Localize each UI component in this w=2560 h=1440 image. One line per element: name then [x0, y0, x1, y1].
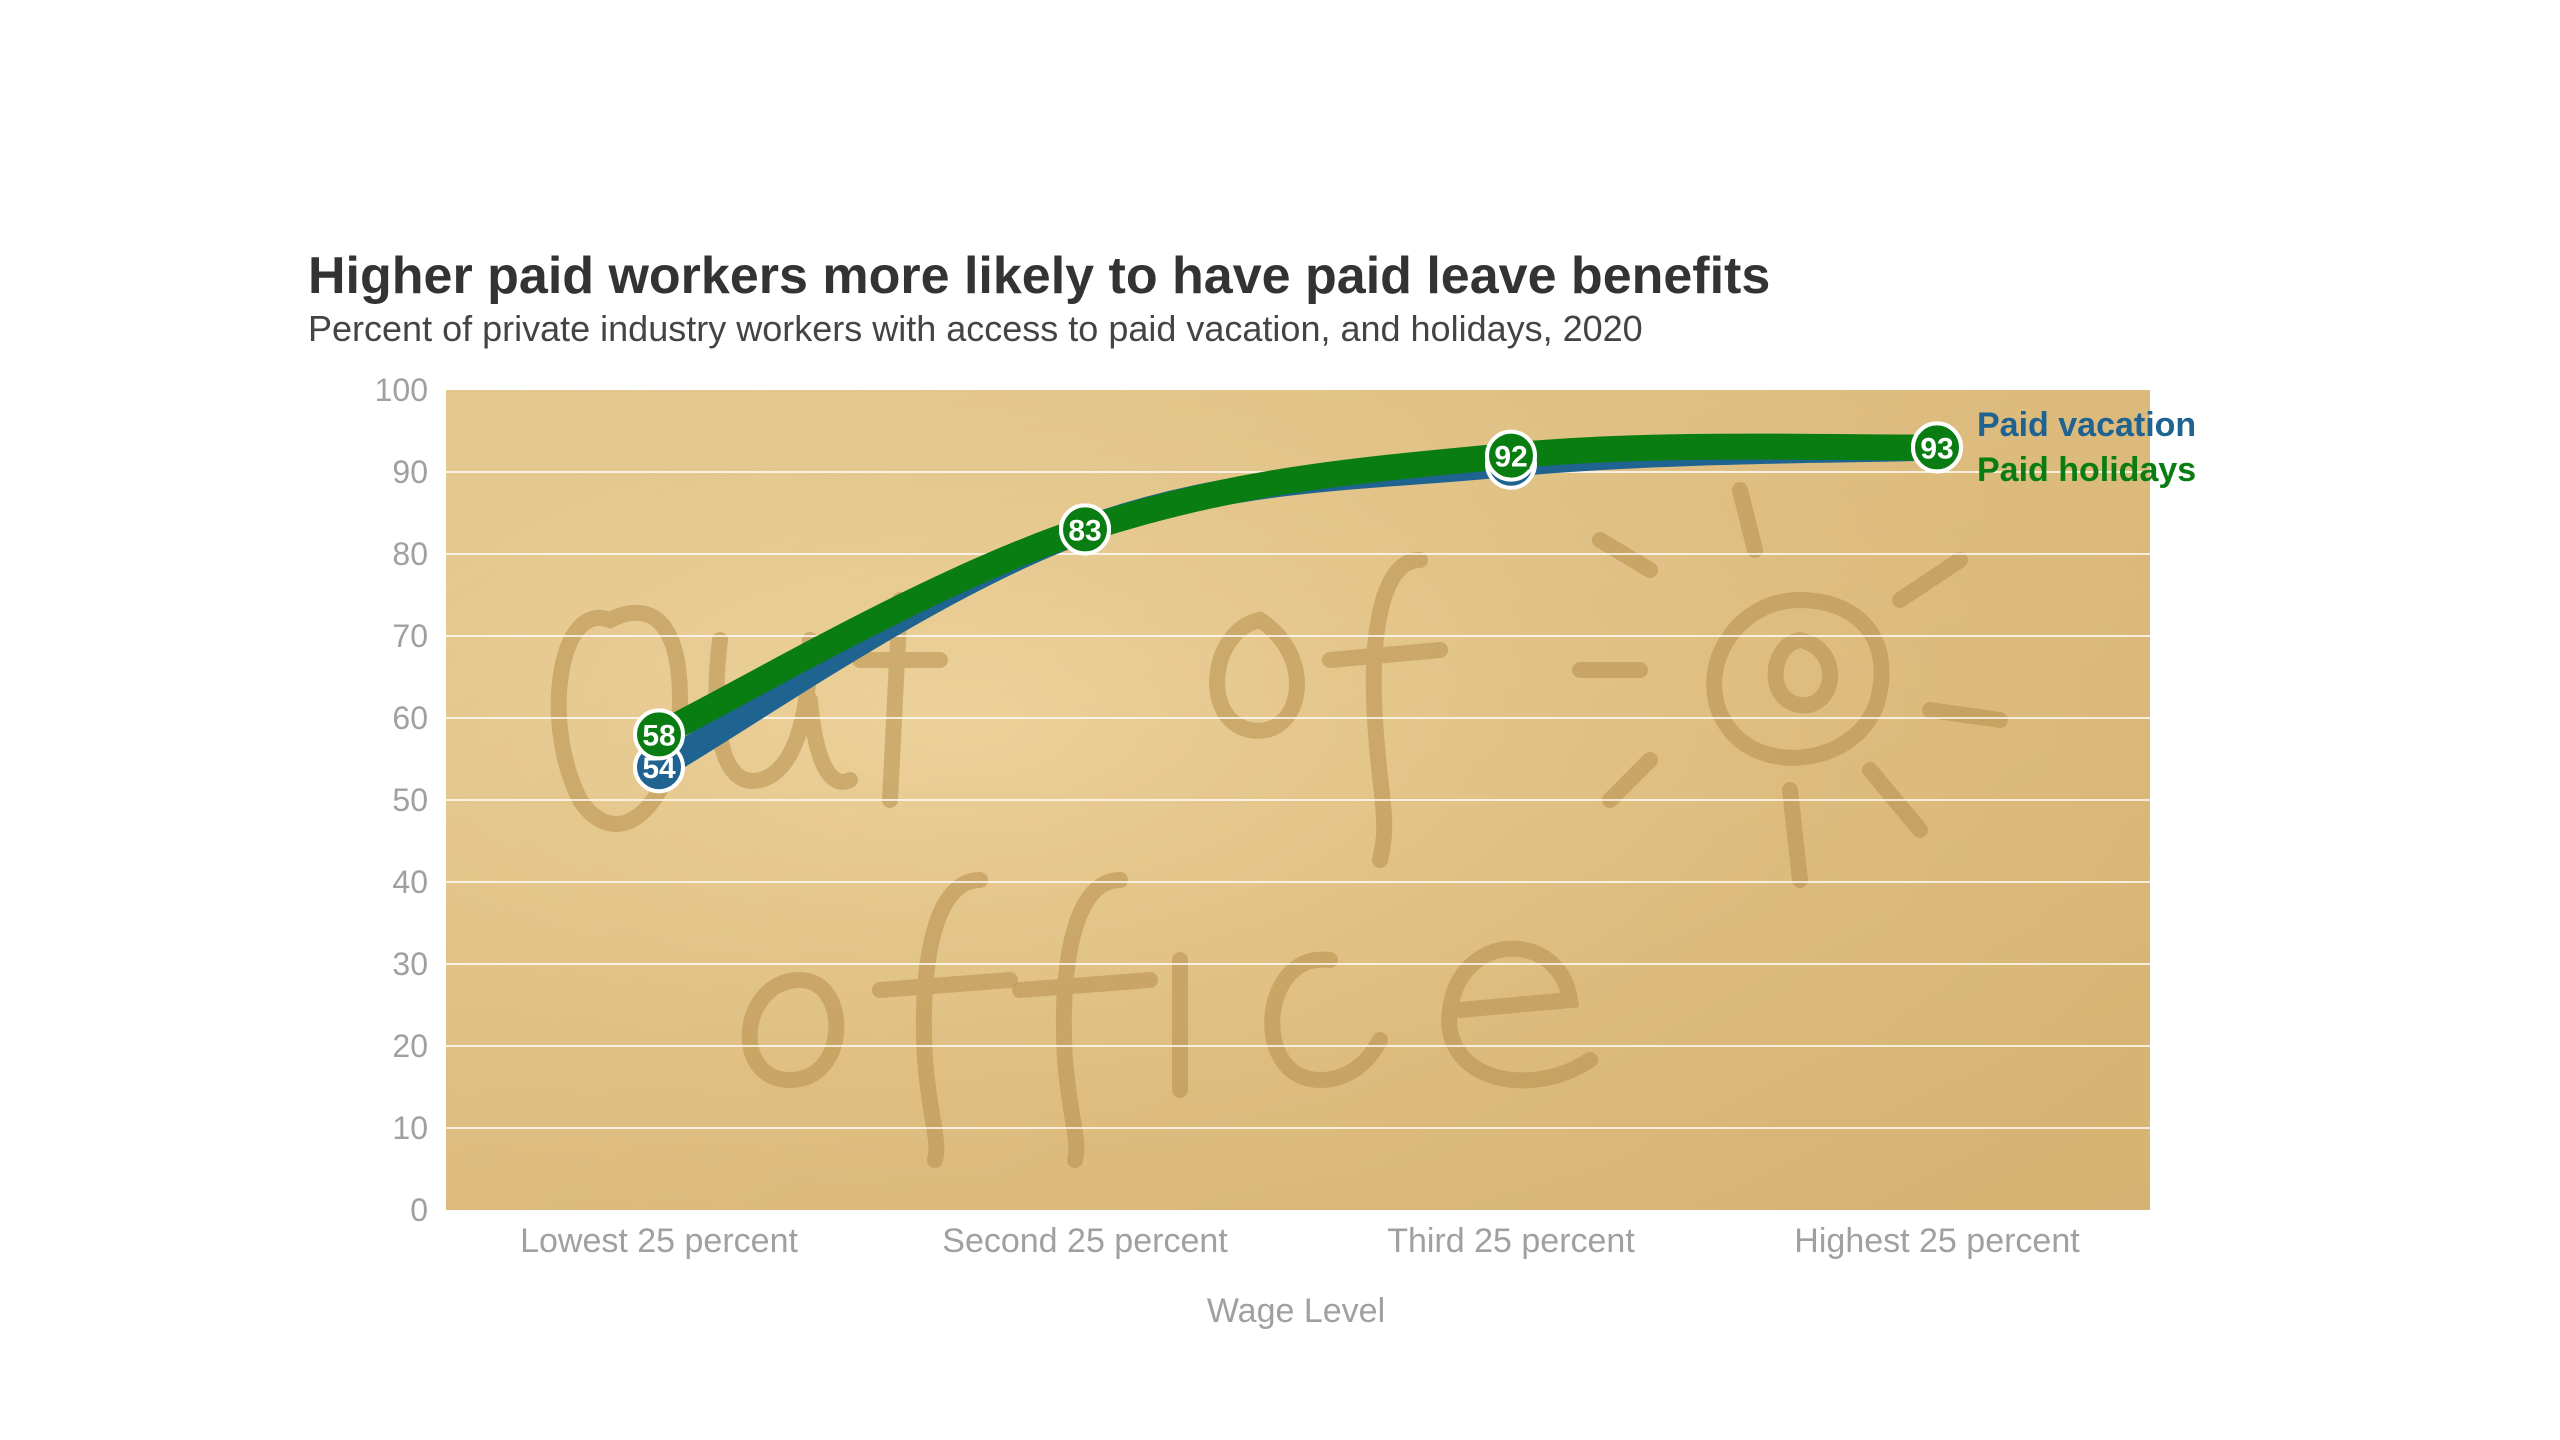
x-axis: Lowest 25 percent Second 25 percent Third …	[520, 1222, 2080, 1260]
y-tick-label: 70	[392, 618, 428, 654]
series-line	[646, 433, 1950, 748]
data-point	[1911, 421, 1963, 474]
y-tick-label: 60	[392, 700, 428, 736]
legend-paid-vacation: Paid vacation	[1977, 406, 2196, 444]
y-tick-label: 0	[410, 1192, 428, 1228]
x-tick-label: Third 25 percent	[1387, 1222, 1635, 1260]
chart-title: Higher paid workers more likely to have …	[308, 247, 1771, 305]
data-point	[1485, 429, 1537, 482]
chart-subtitle: Percent of private industry workers with…	[308, 308, 1643, 349]
x-axis-title: Wage Level	[1207, 1292, 1385, 1330]
y-tick-label: 10	[392, 1110, 428, 1146]
y-tick-label: 20	[392, 1028, 428, 1064]
y-tick-label: 90	[392, 454, 428, 490]
data-point	[1059, 503, 1111, 556]
data-point	[633, 708, 685, 761]
x-tick-label: Second 25 percent	[942, 1222, 1228, 1260]
x-tick-label: Lowest 25 percent	[520, 1222, 798, 1260]
y-tick-label: 100	[375, 372, 428, 408]
y-tick-label: 40	[392, 864, 428, 900]
data-label: 58	[642, 719, 675, 752]
y-tick-label: 30	[392, 946, 428, 982]
data-label: 93	[1920, 432, 1953, 465]
legend-paid-holidays: Paid holidays	[1977, 451, 2196, 489]
y-axis: 0 10 20 30 40 50 60 70 80 90 100	[375, 372, 428, 1228]
data-label: 83	[1068, 514, 1101, 547]
y-tick-label: 50	[392, 782, 428, 818]
y-tick-label: 80	[392, 536, 428, 572]
x-tick-label: Highest 25 percent	[1794, 1222, 2080, 1260]
data-label: 92	[1494, 441, 1527, 474]
